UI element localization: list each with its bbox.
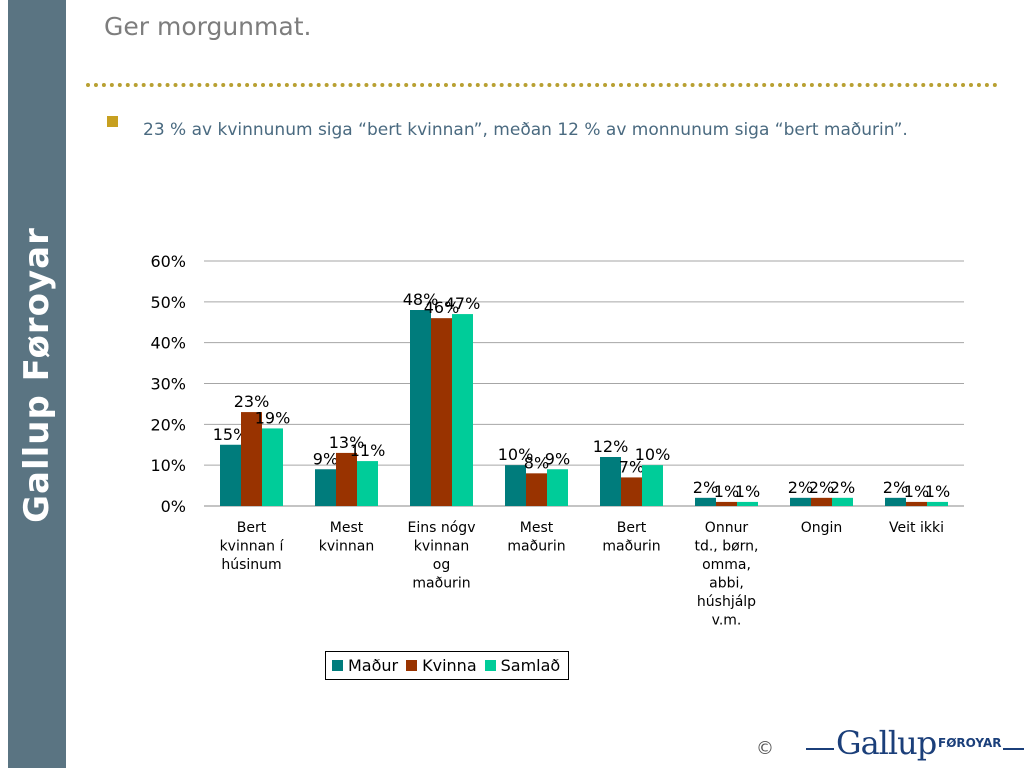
bar-maður	[505, 465, 526, 506]
data-label: 10%	[635, 445, 671, 464]
x-category-label: abbi,	[709, 576, 744, 592]
sidebar-band	[8, 0, 66, 768]
data-label: 1%	[904, 482, 929, 501]
x-category-label: maðurin	[602, 539, 660, 555]
bar-kvinna	[621, 477, 642, 506]
data-label: 7%	[619, 457, 644, 476]
data-label: 12%	[593, 437, 629, 456]
x-category-label: v.m.	[712, 613, 742, 629]
bar-kvinna	[431, 318, 452, 506]
data-label: 11%	[350, 441, 386, 460]
gallup-logo: Gallup FØROYAR	[806, 724, 1024, 768]
x-category-label: Veit ikki	[889, 520, 944, 536]
bar-maður	[600, 457, 621, 506]
legend-swatch-madur	[332, 660, 343, 671]
data-label: 8%	[524, 453, 549, 472]
bar-samlað	[737, 501, 758, 506]
data-label: 2%	[693, 478, 718, 497]
data-label: 19%	[255, 408, 291, 427]
data-label: 2%	[809, 478, 834, 497]
bar-kvinna	[906, 501, 927, 506]
x-category-label: Mest	[520, 520, 554, 536]
x-category-label: Bert	[237, 520, 267, 536]
x-category-label: Bert	[617, 520, 647, 536]
legend-item-samlad: Samlað	[484, 656, 561, 675]
data-label: 1%	[925, 482, 950, 501]
bar-samlað	[832, 497, 853, 506]
bar-maður	[410, 310, 431, 506]
copyright-symbol: ©	[756, 738, 774, 759]
bar-samlað	[927, 501, 948, 506]
bar-kvinna	[241, 412, 262, 506]
bar-maður	[315, 469, 336, 506]
x-category-label: omma,	[702, 557, 751, 573]
data-label: 10%	[498, 445, 534, 464]
data-label: 23%	[234, 392, 270, 411]
y-tick-label: 40%	[150, 334, 186, 353]
bullet-text: 23 % av kvinnunum siga “bert kvinnan”, m…	[143, 120, 908, 140]
bar-kvinna	[336, 452, 357, 506]
legend-label-samlad: Samlað	[500, 656, 561, 675]
y-tick-label: 60%	[150, 252, 186, 271]
x-category-label: húsinum	[221, 557, 281, 573]
x-category-label: Eins nógv	[408, 520, 476, 536]
x-category-label: húshjálp	[697, 594, 756, 610]
legend-item-madur: Maður	[332, 656, 398, 675]
bar-samlað	[642, 465, 663, 506]
x-category-label: og	[433, 557, 450, 573]
bar-samlað	[547, 469, 568, 506]
y-tick-label: 50%	[150, 293, 186, 312]
legend-swatch-samlad	[484, 660, 496, 671]
y-tick-label: 0%	[161, 497, 186, 516]
legend-item-kvinna: Kvinna	[406, 656, 477, 675]
bullet-marker-icon	[107, 116, 118, 127]
data-label: 9%	[545, 449, 570, 468]
bar-maður	[885, 497, 906, 506]
bar-samlað	[262, 428, 283, 506]
data-label: 48%	[403, 290, 439, 309]
data-label: 2%	[883, 478, 908, 497]
legend-swatch-kvinna	[406, 660, 418, 671]
chart-legend: Maður Kvinna Samlað	[325, 651, 570, 680]
data-label: 2%	[830, 478, 855, 497]
title-divider	[86, 83, 998, 87]
x-category-label: kvinnan	[414, 539, 469, 555]
legend-label-madur: Maður	[348, 656, 399, 675]
bar-kvinna	[716, 501, 737, 506]
x-category-label: Ongin	[801, 520, 843, 536]
bar-samlað	[357, 461, 378, 506]
legend-label-kvinna: Kvinna	[422, 656, 477, 675]
slide-title: Ger morgunmat.	[104, 12, 312, 41]
bar-maður	[695, 497, 716, 506]
x-category-label: kvinnan	[319, 539, 374, 555]
data-label: 1%	[735, 482, 760, 501]
bar-maður	[220, 444, 241, 506]
y-tick-label: 20%	[150, 415, 186, 434]
y-tick-label: 10%	[150, 456, 186, 475]
data-label: 47%	[445, 294, 481, 313]
y-tick-label: 30%	[150, 375, 186, 394]
data-label: 15%	[213, 425, 249, 444]
x-category-label: Mest	[330, 520, 364, 536]
x-category-label: maðurin	[507, 539, 565, 555]
data-label: 2%	[788, 478, 813, 497]
x-category-label: td., børn,	[694, 539, 758, 555]
bar-maður	[790, 497, 811, 506]
bar-kvinna	[811, 497, 832, 506]
x-category-label: Onnur	[705, 520, 749, 536]
logo-subtitle: FØROYAR	[936, 736, 1004, 750]
logo-wordmark: Gallup	[834, 724, 939, 762]
data-label: 1%	[714, 482, 739, 501]
data-label: 46%	[424, 298, 460, 317]
bar-kvinna	[526, 473, 547, 506]
x-category-label: maðurin	[412, 576, 470, 592]
x-category-label: kvinnan í	[220, 539, 285, 555]
data-label: 9%	[313, 449, 338, 468]
bar-samlað	[452, 314, 473, 506]
data-label: 13%	[329, 433, 365, 452]
